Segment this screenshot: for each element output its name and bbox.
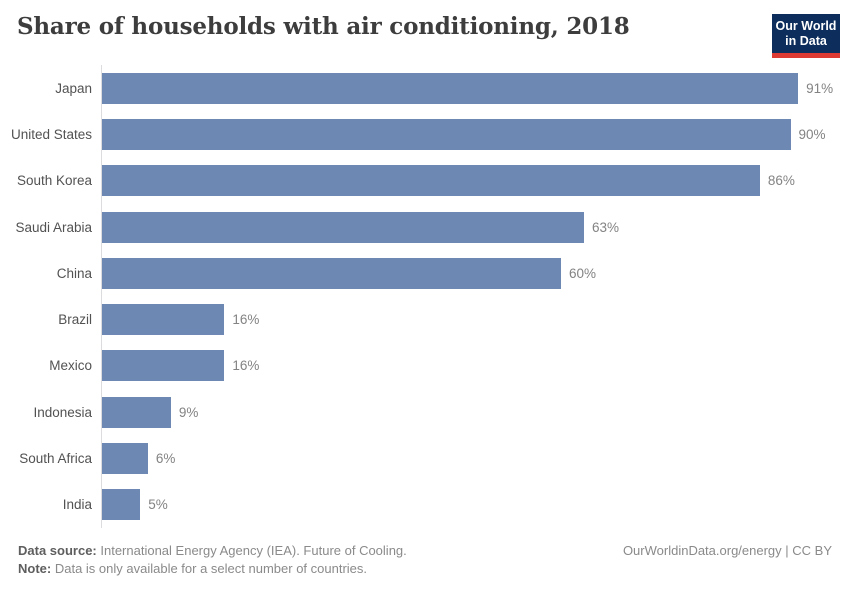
bar-row: South Africa 6%	[0, 435, 850, 482]
bar[interactable]	[102, 350, 225, 382]
bar-area: 91%	[101, 65, 850, 112]
bar-area: 86%	[101, 157, 850, 204]
bar-row: Mexico 16%	[0, 342, 850, 390]
owid-logo-line1: Our World	[775, 19, 837, 33]
bar-chart: Japan 91% United States 90% South Korea …	[0, 65, 850, 528]
category-label: South Africa	[19, 451, 92, 467]
value-label: 63%	[591, 219, 619, 235]
category-label: Brazil	[58, 312, 92, 328]
bar-row: Japan 91%	[0, 65, 850, 112]
bar[interactable]	[102, 396, 171, 428]
data-source-text: International Energy Agency (IEA). Futur…	[100, 542, 407, 558]
note-text: Data is only available for a select numb…	[54, 561, 368, 577]
data-source-line: Data source: International Energy Agency…	[18, 542, 407, 561]
footer-left: Data source: International Energy Agency…	[18, 542, 407, 579]
bar-row: Saudi Arabia 63%	[0, 203, 850, 251]
owid-logo[interactable]: Our World in Data	[772, 14, 840, 58]
category-label: India	[62, 497, 92, 513]
note-line: Note: Data is only available for a selec…	[18, 560, 407, 579]
bar-row: China 60%	[0, 250, 850, 297]
credit-link[interactable]: OurWorldinData.org/energy | CC BY	[622, 542, 832, 558]
bar-row: India 5%	[0, 481, 850, 528]
value-label: 6%	[155, 451, 176, 467]
bar[interactable]	[102, 443, 148, 475]
value-label: 16%	[232, 358, 260, 374]
category-label: Saudi Arabia	[15, 219, 92, 235]
bar[interactable]	[102, 72, 799, 104]
bar-rows-container: Japan 91% United States 90% South Korea …	[0, 65, 850, 528]
bar-area: 9%	[101, 389, 850, 436]
category-label: Japan	[55, 80, 92, 96]
logo-red-underline	[772, 53, 840, 58]
category-label: China	[56, 265, 92, 281]
bar-row: South Korea 86%	[0, 157, 850, 204]
chart-title: Share of households with air conditionin…	[17, 13, 630, 40]
chart-footer: Data source: International Energy Agency…	[0, 528, 850, 579]
bar-area: 90%	[101, 111, 850, 158]
bar[interactable]	[102, 165, 760, 197]
bar[interactable]	[102, 118, 791, 150]
value-label: 91%	[806, 80, 834, 96]
bar-row: United States 90%	[0, 111, 850, 158]
bar-area: 16%	[101, 342, 850, 390]
value-label: 9%	[178, 404, 199, 420]
category-label: United States	[10, 126, 92, 142]
bar-area: 5%	[101, 481, 850, 528]
bar-area: 63%	[101, 203, 850, 251]
category-label: Mexico	[49, 358, 92, 374]
owid-logo-line2: in Data	[785, 34, 827, 48]
bar-row: Indonesia 9%	[0, 389, 850, 436]
category-label: South Korea	[16, 173, 92, 189]
bar-area: 60%	[101, 250, 850, 297]
bar[interactable]	[102, 489, 141, 521]
chart-header: Share of households with air conditionin…	[0, 0, 850, 58]
value-label: 5%	[148, 497, 168, 513]
bar[interactable]	[102, 257, 561, 289]
bar-area: 16%	[101, 296, 850, 343]
data-source-label: Data source:	[18, 542, 97, 558]
bar[interactable]	[102, 211, 584, 243]
note-label: Note:	[18, 561, 52, 577]
value-label: 86%	[767, 173, 795, 189]
bar[interactable]	[102, 304, 225, 336]
category-label: Indonesia	[33, 404, 92, 420]
value-label: 16%	[232, 312, 260, 328]
value-label: 60%	[569, 265, 597, 281]
bar-row: Brazil 16%	[0, 296, 850, 343]
bar-area: 6%	[101, 435, 850, 482]
owid-logo-text: Our World in Data	[772, 19, 840, 53]
value-label: 90%	[798, 126, 826, 142]
